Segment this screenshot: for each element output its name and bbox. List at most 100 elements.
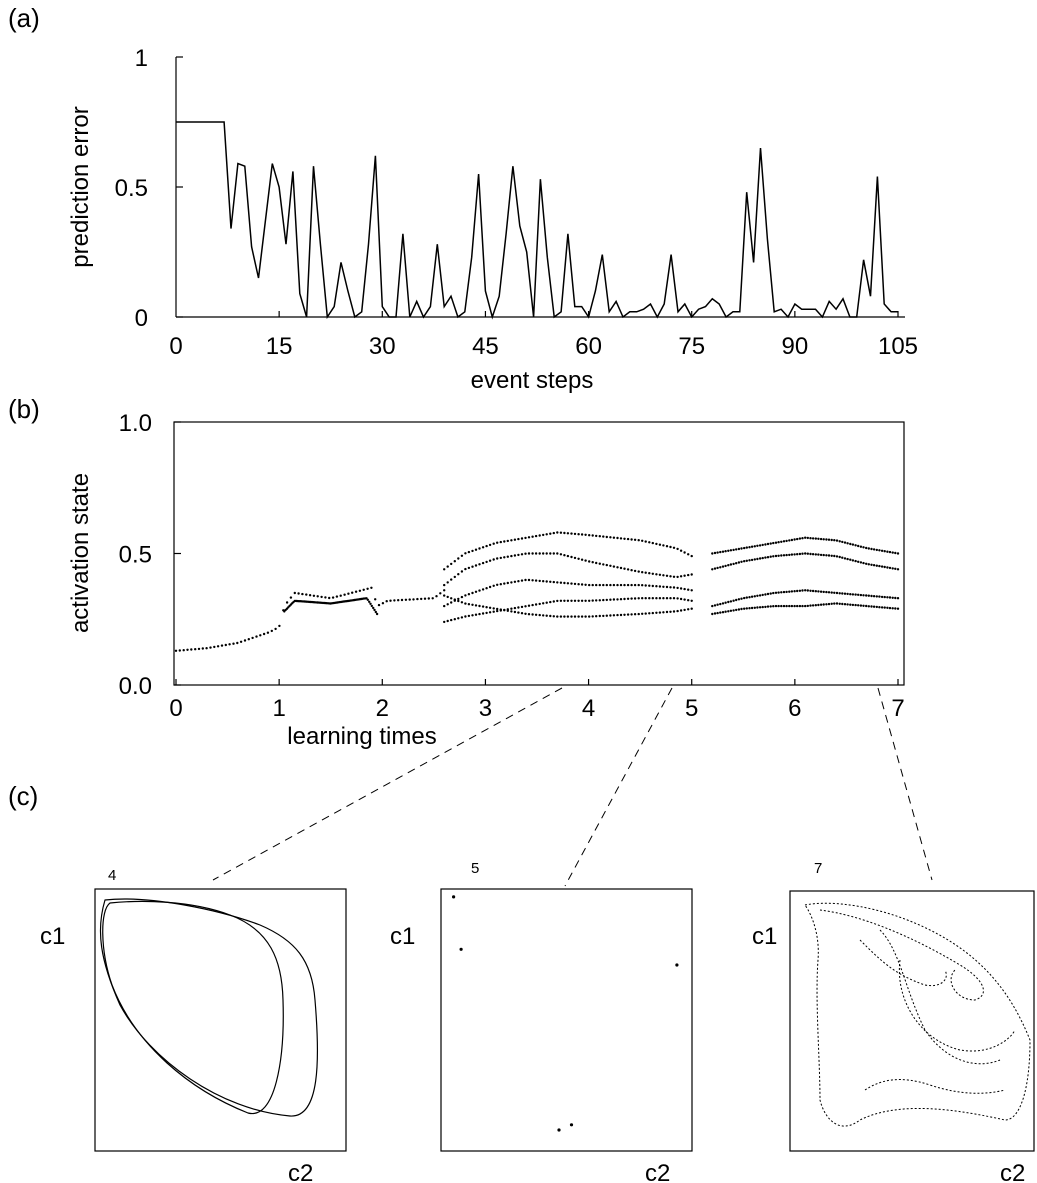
- panel-b-point: [270, 629, 273, 633]
- panel-b-point: [859, 604, 863, 607]
- panel-b-point: [485, 560, 488, 564]
- panel-b-point: [669, 586, 672, 589]
- panel-b-point: [549, 600, 552, 604]
- panel-b-point: [534, 579, 538, 582]
- panel-b-point: [220, 644, 224, 647]
- panel-b-point: [662, 544, 665, 547]
- panel-b-point: [453, 560, 456, 563]
- panel-b-point: [838, 592, 841, 595]
- panel-b-point: [174, 649, 178, 652]
- panel-b-point: [549, 532, 552, 535]
- panel-b-point: [648, 597, 651, 600]
- panel-b-point: [729, 549, 733, 552]
- panel-b-point: [756, 544, 759, 547]
- panel-b-point: [545, 580, 548, 583]
- panel-b-point: [316, 595, 319, 598]
- subplot-7-x-label: c2: [1000, 1160, 1025, 1183]
- panel-b-point: [843, 592, 847, 595]
- panel-b-point: [857, 604, 860, 607]
- panel-b-point: [772, 541, 775, 545]
- panel-b-point: [690, 599, 693, 602]
- panel-b-point: [806, 552, 809, 555]
- panel-b-point: [584, 559, 587, 562]
- panel-b-point: [785, 604, 788, 608]
- panel-b-point: [761, 593, 764, 597]
- panel-b-point: [595, 583, 598, 587]
- panel-b-point: [538, 552, 541, 555]
- panel-b-point: [801, 604, 804, 608]
- panel-b-point: [729, 563, 733, 566]
- panel-b-point: [573, 615, 577, 618]
- panel-b-point: [623, 597, 626, 601]
- panel-b-point: [312, 594, 316, 597]
- panel-b-point: [369, 602, 372, 605]
- panel-b-point: [761, 543, 764, 547]
- panel-b-point: [798, 589, 802, 592]
- panel-b-point: [435, 595, 438, 598]
- panel-b-point: [630, 569, 633, 572]
- subplot-7-fold-5: [864, 1079, 1006, 1094]
- panel-b-point: [633, 613, 637, 616]
- panel-b-point: [658, 543, 662, 546]
- panel-b-point: [612, 536, 616, 539]
- panel-b-point: [819, 537, 823, 541]
- panel-b-point: [474, 548, 478, 551]
- panel-b-point: [531, 603, 534, 607]
- panel-b-point: [637, 539, 640, 542]
- panel-b-point: [867, 547, 870, 550]
- panel-b-y-tick-label: 0.5: [119, 542, 152, 569]
- panel-b-point: [878, 595, 881, 598]
- panel-b-point: [811, 589, 815, 593]
- panel-b-point: [683, 598, 686, 601]
- panel-b-point: [510, 581, 513, 584]
- panel-b-point: [362, 588, 365, 591]
- panel-b-point: [862, 561, 865, 565]
- panel-a-x-tick-label: 45: [472, 333, 499, 360]
- panel-b-point: [616, 536, 619, 540]
- panel-b-point: [524, 552, 527, 555]
- panel-b-point: [777, 591, 780, 594]
- panel-b-point: [513, 554, 517, 557]
- panel-b-point: [485, 611, 488, 615]
- panel-b-point: [588, 560, 591, 563]
- panel-b-point: [724, 610, 727, 613]
- panel-b-point: [588, 615, 591, 618]
- panel-b-point: [580, 599, 584, 602]
- panel-b-point: [835, 591, 839, 595]
- panel-b-point: [870, 547, 873, 551]
- panel-b-point: [577, 583, 580, 586]
- panel-b-point: [552, 580, 555, 584]
- panel-b-point: [520, 537, 524, 540]
- panel-b-point: [496, 541, 499, 544]
- panel-b-point: [655, 597, 658, 600]
- panel-b-point: [478, 563, 481, 566]
- panel-b-point: [865, 604, 868, 608]
- panel-b-point: [251, 636, 254, 640]
- panel-b-point: [566, 582, 570, 585]
- panel-b-x-tick-label: 6: [788, 695, 801, 722]
- panel-b-point: [389, 599, 392, 602]
- subplot-7-attractor: [804, 902, 1031, 1127]
- panel-b-point: [830, 602, 833, 605]
- panel-b-point: [727, 600, 730, 604]
- panel-b-point: [862, 594, 865, 597]
- panel-b-point: [870, 605, 873, 608]
- panel-b-point: [727, 564, 730, 567]
- panel-b-point: [619, 566, 623, 570]
- panel-b-point: [878, 549, 881, 552]
- panel-b-point: [488, 543, 492, 547]
- panel-b-point: [412, 598, 415, 601]
- panel-b-point: [774, 554, 778, 558]
- panel-a-x-tick-label: 90: [782, 333, 809, 360]
- panel-c-phase-plots: (c) 4 c1 c2 5 c1 c2 7 c1 c2: [8, 781, 1035, 1183]
- panel-b-point: [676, 586, 679, 590]
- panel-b-point: [672, 597, 676, 600]
- panel-b-point: [753, 606, 756, 609]
- panel-b-point: [492, 610, 495, 613]
- panel-a-series-line: [176, 121, 898, 320]
- panel-b-point: [474, 604, 478, 607]
- panel-b-point: [556, 531, 559, 534]
- panel-b-point: [790, 590, 794, 593]
- panel-b-point: [748, 559, 751, 562]
- panel-b-point: [735, 598, 738, 602]
